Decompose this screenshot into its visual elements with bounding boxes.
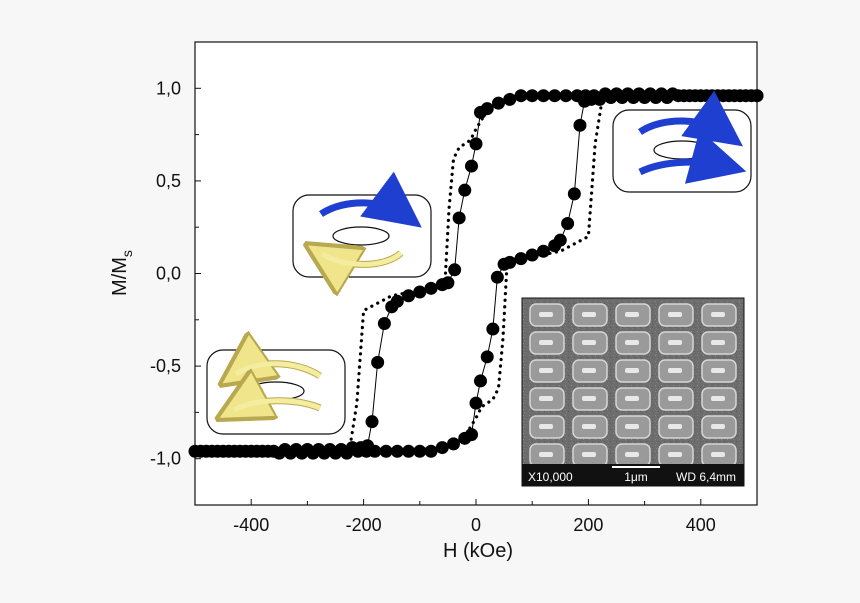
data-point bbox=[458, 431, 472, 445]
sem-element-core bbox=[668, 368, 682, 373]
data-point bbox=[573, 118, 587, 132]
data-point bbox=[402, 289, 416, 303]
sem-element-core bbox=[539, 396, 553, 401]
sem-element-core bbox=[625, 424, 639, 429]
data-point bbox=[536, 89, 550, 103]
sem-element-core bbox=[711, 368, 725, 373]
data-point bbox=[577, 94, 591, 108]
sem-element-core bbox=[711, 312, 725, 317]
sem-element-core bbox=[711, 340, 725, 345]
sem-element-core bbox=[582, 424, 596, 429]
x-axis-label: H (kOe) bbox=[443, 540, 513, 562]
sem-element-core bbox=[668, 340, 682, 345]
axis-ticks bbox=[194, 87, 758, 505]
y-tick-label: -1,0 bbox=[150, 449, 181, 469]
sem-element-core bbox=[668, 424, 682, 429]
sem-element-core bbox=[539, 452, 553, 457]
data-point bbox=[469, 137, 483, 151]
svg-text:M/Ms: M/Ms bbox=[109, 250, 135, 296]
data-point bbox=[295, 446, 309, 460]
sem-magnification: X10,000 bbox=[528, 470, 573, 484]
sem-element-core bbox=[711, 396, 725, 401]
x-tick-label: -200 bbox=[346, 515, 382, 535]
data-point bbox=[486, 322, 500, 336]
y-tick-label: 0,0 bbox=[156, 264, 181, 284]
data-point bbox=[377, 317, 391, 331]
y-axis-label: M/Ms bbox=[109, 250, 135, 296]
sem-working-distance: WD 6,4mm bbox=[676, 470, 736, 484]
domain-state-icon-negative bbox=[206, 350, 346, 435]
data-point bbox=[473, 374, 487, 388]
series-dotted-line-2 bbox=[193, 92, 759, 453]
data-point bbox=[371, 355, 385, 369]
x-tick-label: 0 bbox=[471, 515, 481, 535]
data-point bbox=[424, 444, 438, 458]
data-point bbox=[626, 91, 640, 105]
data-point bbox=[205, 444, 219, 458]
data-point bbox=[402, 444, 416, 458]
sem-element-core bbox=[539, 424, 553, 429]
data-point bbox=[660, 91, 674, 105]
data-point bbox=[480, 350, 494, 364]
sem-element-core bbox=[625, 340, 639, 345]
sem-element-core bbox=[582, 368, 596, 373]
x-tick-label: 200 bbox=[573, 515, 603, 535]
tick-labels: -400 -200 0 200 400 1,0 0,5 0,0 -0,5 -1,0 bbox=[150, 78, 716, 535]
sem-element-core bbox=[582, 452, 596, 457]
sem-element-core bbox=[539, 368, 553, 373]
data-point bbox=[490, 270, 504, 284]
sem-element-core bbox=[582, 312, 596, 317]
data-point bbox=[525, 248, 539, 262]
data-point bbox=[448, 263, 462, 277]
sem-element-core bbox=[668, 312, 682, 317]
data-point bbox=[497, 257, 511, 271]
sem-element-core bbox=[668, 452, 682, 457]
y-axis-label-main: M/M bbox=[109, 257, 131, 296]
x-tick-label: 400 bbox=[686, 515, 716, 535]
domain-state-icon-middle bbox=[292, 171, 432, 277]
data-point bbox=[567, 187, 581, 201]
data-point bbox=[390, 294, 404, 308]
y-tick-label: 1,0 bbox=[156, 78, 181, 98]
series-dotted-line-3 bbox=[193, 94, 759, 455]
data-point bbox=[469, 396, 483, 410]
sem-element-core bbox=[711, 424, 725, 429]
data-point bbox=[548, 239, 562, 253]
sem-element-core bbox=[539, 340, 553, 345]
y-tick-label: -0,5 bbox=[150, 356, 181, 376]
data-point bbox=[452, 211, 466, 225]
data-point bbox=[340, 446, 354, 460]
data-point bbox=[413, 285, 427, 299]
sem-element-core bbox=[625, 368, 639, 373]
sem-micrograph-inset: X10,000 1μm WD 6,4mm bbox=[521, 297, 745, 487]
y-tick-label: 0,5 bbox=[156, 171, 181, 191]
data-point bbox=[435, 441, 449, 455]
data-point bbox=[441, 276, 455, 290]
sem-scale-label: 1μm bbox=[624, 470, 648, 484]
sem-element-core bbox=[625, 396, 639, 401]
y-axis-label-subscript: s bbox=[119, 250, 135, 257]
data-point bbox=[480, 102, 494, 116]
sem-element-core bbox=[582, 340, 596, 345]
x-tick-label: -400 bbox=[233, 515, 269, 535]
data-point bbox=[365, 415, 379, 429]
data-point bbox=[561, 216, 575, 230]
sem-element-core bbox=[582, 396, 596, 401]
data-point bbox=[503, 92, 517, 106]
data-point bbox=[413, 444, 427, 458]
data-point bbox=[458, 183, 472, 197]
sem-element-core bbox=[711, 452, 725, 457]
sem-element-core bbox=[625, 312, 639, 317]
data-point bbox=[514, 89, 528, 103]
sem-element-core bbox=[668, 396, 682, 401]
data-point bbox=[239, 444, 253, 458]
data-point bbox=[536, 244, 550, 258]
sem-element-core bbox=[625, 452, 639, 457]
data-point bbox=[525, 89, 539, 103]
domain-state-icon-positive bbox=[612, 90, 752, 193]
data-point bbox=[465, 159, 479, 173]
sem-element-core bbox=[539, 312, 553, 317]
sem-element-grid bbox=[529, 303, 737, 467]
